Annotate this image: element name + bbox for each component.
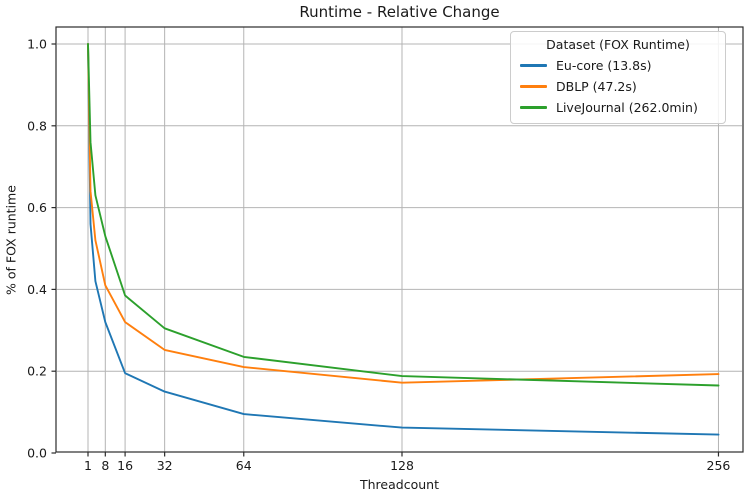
y-tick-label: 0.2 (27, 364, 47, 379)
series-line-2 (87, 43, 720, 387)
y-tick-label: 0.8 (27, 118, 47, 133)
x-tick-label: 64 (236, 458, 252, 473)
legend-item-label: DBLP (47.2s) (556, 79, 637, 94)
x-tick-label: 1 (84, 458, 92, 473)
series-line-0 (87, 43, 720, 436)
x-tick-label: 256 (707, 458, 731, 473)
y-tick-label: 0.4 (27, 282, 47, 297)
legend-item-eu-core: Eu-core (13.8s) (511, 55, 725, 76)
y-tick-label: 1.0 (27, 37, 47, 52)
x-axis-label: Threadcount (360, 477, 439, 492)
line-swatch-livejournal (520, 106, 547, 109)
legend: Dataset (FOX Runtime) Eu-core (13.8s) DB… (510, 31, 726, 124)
y-tick-label: 0.0 (27, 446, 47, 461)
series-line-1 (87, 43, 720, 384)
legend-item-label: LiveJournal (262.0min) (556, 100, 698, 115)
x-tick-label: 32 (157, 458, 173, 473)
y-tick-label: 0.6 (27, 200, 47, 215)
line-swatch-eu-core (520, 64, 547, 67)
y-axis-label: % of FOX runtime (3, 185, 19, 295)
line-swatch-dblp (520, 85, 547, 88)
legend-item-livejournal: LiveJournal (262.0min) (511, 97, 725, 118)
legend-item-dblp: DBLP (47.2s) (511, 76, 725, 97)
axes-frame (55, 26, 744, 453)
x-tick-label: 128 (390, 458, 414, 473)
legend-item-label: Eu-core (13.8s) (556, 58, 652, 73)
x-tick-label: 8 (101, 458, 109, 473)
legend-title: Dataset (FOX Runtime) (546, 37, 690, 52)
x-tick-label: 16 (117, 458, 133, 473)
chart-title: Runtime - Relative Change (299, 3, 500, 21)
